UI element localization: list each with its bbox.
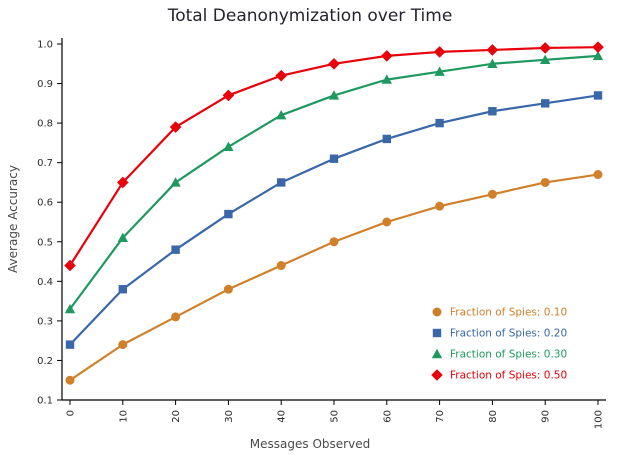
x-tick-label: 40 [277, 410, 288, 423]
y-tick-label: 0.1 [37, 396, 53, 407]
series-marker [275, 69, 287, 82]
series-marker [277, 178, 286, 187]
x-tick-label: 30 [224, 410, 235, 423]
series-marker [223, 141, 234, 152]
series-marker [487, 189, 497, 199]
square-legend-marker-icon [432, 328, 442, 338]
series-marker [328, 57, 340, 70]
x-tick-label: 70 [435, 410, 446, 423]
series-marker [488, 107, 497, 116]
circle-legend-marker-icon [432, 307, 442, 317]
x-tick-label: 0 [66, 410, 77, 416]
x-tick-label: 90 [541, 410, 552, 423]
series-marker [329, 237, 339, 247]
legend-item-label: Fraction of Spies: 0.10 [450, 307, 567, 319]
x-axis-label: Messages Observed [249, 437, 371, 451]
series-marker [118, 340, 128, 350]
series-marker [64, 259, 76, 272]
series-marker [539, 42, 551, 54]
series-marker [117, 232, 128, 243]
series-marker [276, 261, 286, 271]
series-marker [65, 340, 75, 349]
series-marker [117, 176, 129, 189]
series-marker [381, 74, 392, 84]
series-marker [434, 66, 445, 76]
y-tick-label: 0.5 [37, 237, 53, 248]
y-tick-label: 0.6 [37, 198, 53, 209]
series-marker [487, 58, 498, 68]
series-marker [170, 177, 181, 187]
x-tick-label: 50 [330, 410, 341, 423]
triangle-legend-marker-icon [431, 348, 443, 359]
series-marker [328, 90, 340, 100]
series-marker [224, 209, 233, 219]
series-marker [433, 46, 446, 58]
series-marker [223, 284, 233, 294]
series-marker [382, 134, 391, 144]
x-tick-label: 80 [488, 410, 499, 423]
y-tick-label: 0.8 [37, 119, 53, 130]
y-axis-label: Average Accuracy [6, 165, 20, 273]
series-marker [65, 375, 75, 385]
x-tick-label: 60 [382, 410, 393, 423]
legend-item-label: Fraction of Spies: 0.30 [450, 349, 567, 361]
series-marker [171, 245, 180, 254]
series-marker [329, 154, 339, 163]
y-tick-label: 0.3 [37, 316, 53, 327]
legend-item-label: Fraction of Spies: 0.20 [450, 328, 567, 340]
y-tick-label: 1.0 [37, 40, 53, 51]
series-marker [593, 91, 603, 100]
x-tick-label: 20 [171, 410, 182, 423]
y-tick-label: 0.9 [37, 79, 53, 90]
series-marker [276, 110, 287, 120]
series-marker [593, 170, 603, 180]
series-marker [435, 201, 445, 211]
series-marker [171, 312, 181, 322]
series-marker [541, 99, 550, 108]
series-marker [382, 217, 392, 227]
series-marker [540, 54, 551, 65]
series-marker [169, 121, 182, 133]
series-marker [486, 44, 499, 56]
series-marker [540, 177, 550, 187]
series-marker [592, 41, 604, 53]
series-marker [381, 50, 393, 62]
series-marker [64, 303, 76, 314]
series-marker [435, 118, 444, 128]
legend-item-label: Fraction of Spies: 0.50 [450, 370, 567, 382]
x-tick-label: 10 [118, 410, 129, 423]
chart-title: Total Deanonymization over Time [167, 6, 453, 26]
series-marker [592, 50, 604, 61]
x-tick-label: 100 [594, 410, 605, 429]
y-tick-label: 0.7 [37, 158, 53, 169]
diamond-legend-marker-icon [431, 369, 443, 381]
y-tick-label: 0.2 [37, 356, 53, 367]
series-marker [118, 285, 127, 294]
series-marker [222, 89, 235, 102]
y-tick-label: 0.4 [37, 277, 53, 288]
